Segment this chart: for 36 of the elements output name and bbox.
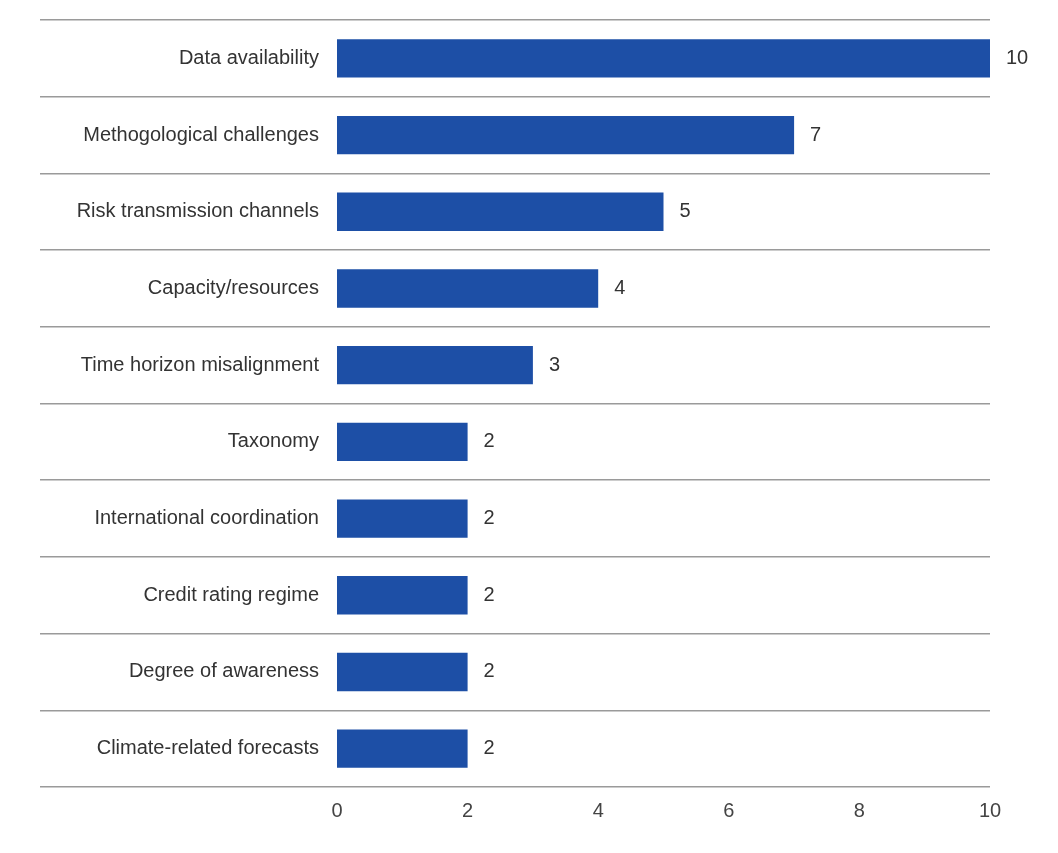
bar bbox=[337, 269, 599, 308]
data-label: 5 bbox=[679, 199, 691, 222]
bar bbox=[337, 652, 468, 692]
x-tick-label: 10 bbox=[978, 798, 1002, 821]
data-label: 3 bbox=[548, 352, 561, 375]
y-tick-label: Time horizon misalignment bbox=[80, 352, 320, 375]
y-tick-label: Risk transmission channels bbox=[76, 199, 319, 222]
x-tick-label: 8 bbox=[853, 798, 865, 821]
bar bbox=[337, 422, 468, 462]
y-tick-label: Data availability bbox=[178, 45, 319, 68]
data-label: 10 bbox=[1006, 45, 1029, 68]
data-label: 7 bbox=[810, 122, 822, 145]
data-label: 2 bbox=[483, 506, 495, 529]
x-tick-label: 0 bbox=[331, 798, 343, 821]
data-label: 2 bbox=[483, 659, 495, 682]
x-tick-label: 6 bbox=[723, 798, 735, 821]
data-label: 2 bbox=[483, 736, 495, 759]
bar bbox=[337, 729, 468, 768]
data-label: 2 bbox=[483, 582, 495, 605]
y-tick-label: Degree of awareness bbox=[128, 659, 319, 682]
bar bbox=[337, 39, 990, 78]
bar bbox=[337, 499, 468, 538]
y-tick-label: Methogological challenges bbox=[83, 122, 319, 145]
bar bbox=[337, 576, 468, 615]
bar bbox=[337, 345, 533, 385]
x-tick-label: 2 bbox=[462, 798, 474, 821]
bar bbox=[337, 115, 795, 155]
y-tick-label: Taxonomy bbox=[227, 429, 319, 452]
bar bbox=[337, 192, 664, 231]
y-tick-label: Capacity/resources bbox=[147, 275, 319, 298]
x-tick-label: 4 bbox=[592, 798, 604, 821]
data-label: 2 bbox=[483, 429, 495, 452]
y-tick-label: International coordination bbox=[94, 506, 319, 529]
data-label: 4 bbox=[614, 275, 626, 298]
y-tick-label: Credit rating regime bbox=[143, 582, 319, 605]
y-tick-label: Climate-related forecasts bbox=[96, 736, 319, 759]
